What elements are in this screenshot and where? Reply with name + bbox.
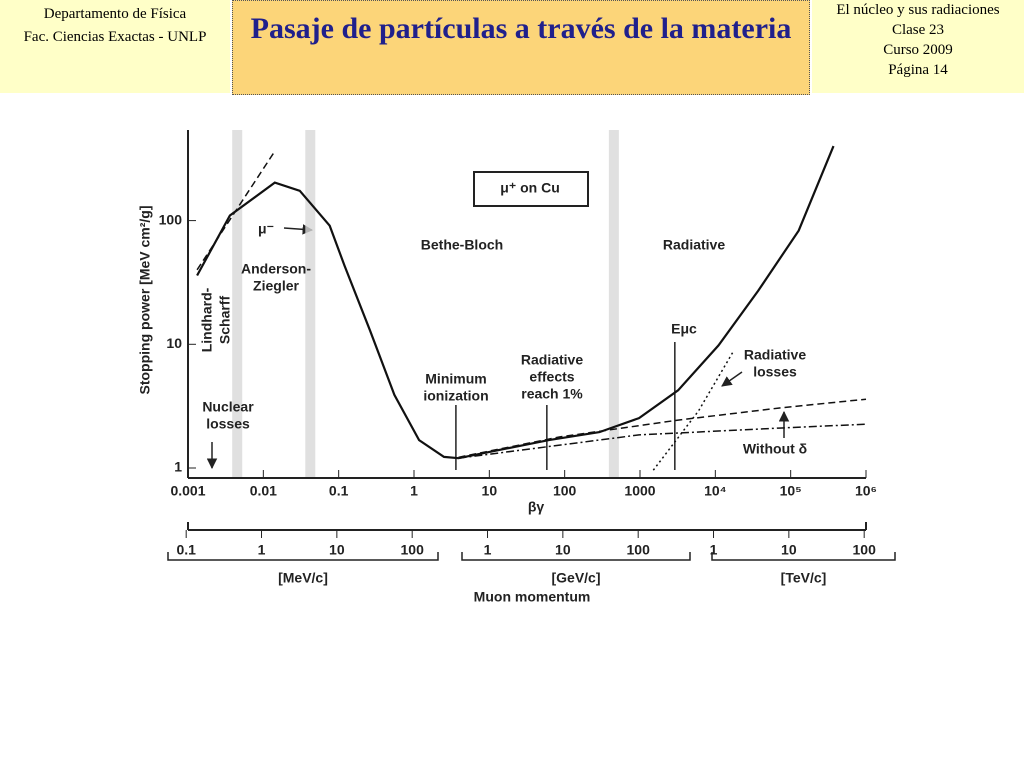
annotation: effects xyxy=(529,369,574,385)
x-tick-label: 1 xyxy=(410,483,418,499)
curve xyxy=(196,150,276,271)
annotation: Radiative xyxy=(744,347,806,363)
annotation: μ⁻ xyxy=(258,221,274,237)
momentum-tick-label: 0.1 xyxy=(176,542,196,558)
annotation: Anderson- xyxy=(241,261,311,277)
y-axis-label: Stopping power [MeV cm²/g] xyxy=(137,206,153,395)
x-tick-label: 0.1 xyxy=(329,483,349,499)
unit-bracket xyxy=(461,552,691,561)
momentum-unit: [GeV/c] xyxy=(551,570,600,586)
annotation: Lindhard- xyxy=(199,287,215,352)
x-tick-label: 10⁵ xyxy=(780,483,802,499)
momentum-tick-label: 1 xyxy=(258,542,266,558)
momentum-tick-label: 10 xyxy=(555,542,571,558)
x-tick-label: 10⁶ xyxy=(855,483,877,499)
annotation: ionization xyxy=(423,388,488,404)
header-right: El núcleo y sus radiaciones Clase 23 Cur… xyxy=(812,0,1024,93)
x-tick-label: 1000 xyxy=(624,483,655,499)
x-tick-label: 0.01 xyxy=(250,483,277,499)
x-axis-label: βγ xyxy=(528,499,545,515)
momentum-tick-label: 100 xyxy=(853,542,877,558)
annotation: losses xyxy=(753,364,797,380)
momentum-unit: [MeV/c] xyxy=(278,570,328,586)
momentum-axis-label: Muon momentum xyxy=(474,589,591,605)
annotation-box xyxy=(473,171,589,207)
regime-band xyxy=(305,130,316,478)
annotation: losses xyxy=(206,416,250,432)
curve xyxy=(652,350,735,471)
annotation: μ⁺ on Cu xyxy=(500,180,560,196)
annotation: Eμc xyxy=(671,321,697,337)
annotation: Bethe-Bloch xyxy=(421,237,503,253)
momentum-tick-label: 10 xyxy=(329,542,345,558)
momentum-tick-label: 1 xyxy=(484,542,492,558)
x-tick-label: 100 xyxy=(553,483,577,499)
curve xyxy=(458,423,867,459)
annotation: Minimum xyxy=(425,371,486,387)
x-tick-label: 10 xyxy=(482,483,498,499)
annotation: Without δ xyxy=(743,441,807,457)
annotation: Nuclear xyxy=(202,399,254,415)
class: Clase 23 xyxy=(891,22,945,38)
annotation: Radiative xyxy=(663,237,725,253)
dept: Departamento de Física xyxy=(43,6,187,22)
slide-title: Pasaje de partículas a través de la mate… xyxy=(232,0,810,95)
course: El núcleo y sus radiaciones xyxy=(836,2,1000,18)
momentum-tick-label: 100 xyxy=(401,542,425,558)
regime-band xyxy=(608,130,619,478)
regime-band xyxy=(232,130,243,478)
curve xyxy=(196,145,835,460)
year: Curso 2009 xyxy=(883,42,953,58)
momentum-tick-label: 10 xyxy=(781,542,797,558)
annotation: Scharff xyxy=(217,296,233,345)
momentum-unit: [TeV/c] xyxy=(781,570,827,586)
x-tick-label: 0.001 xyxy=(170,483,205,499)
curve xyxy=(458,398,867,459)
y-tick-label: 100 xyxy=(159,211,183,227)
momentum-tick-label: 100 xyxy=(627,542,651,558)
page: Página 14 xyxy=(888,62,948,78)
annotation: Ziegler xyxy=(253,278,299,294)
arrow xyxy=(721,371,743,387)
faculty: Fac. Ciencias Exactas - UNLP xyxy=(23,29,207,45)
annotation: reach 1% xyxy=(521,386,583,402)
header-left: Departamento de Física Fac. Ciencias Exa… xyxy=(0,0,230,93)
momentum-tick-label: 1 xyxy=(710,542,718,558)
unit-bracket xyxy=(711,552,896,561)
annotation: Radiative xyxy=(521,352,583,368)
x-tick-label: 10⁴ xyxy=(704,483,727,499)
unit-bracket xyxy=(167,552,439,561)
y-tick-label: 10 xyxy=(166,335,182,351)
y-tick-label: 1 xyxy=(174,459,182,475)
